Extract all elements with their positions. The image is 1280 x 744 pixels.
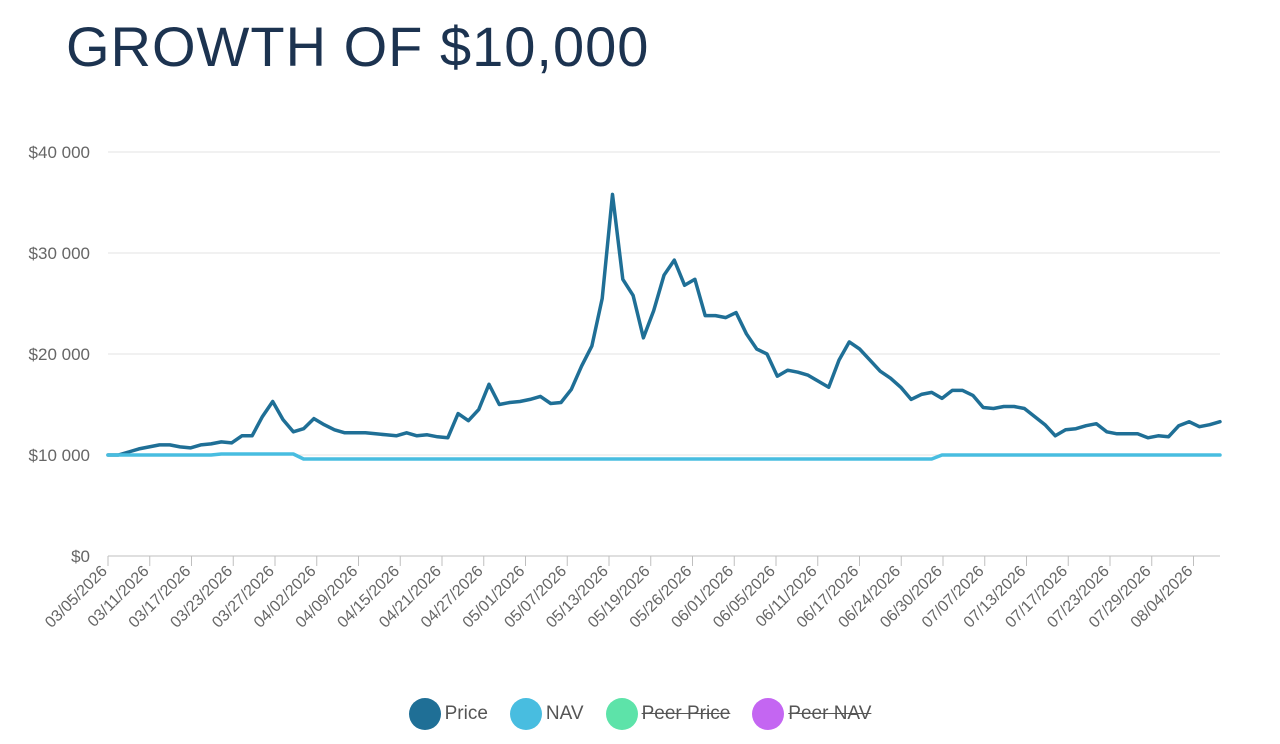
legend-item-price[interactable]: Price [408,698,488,730]
chart-legend: Price NAV Peer Price Peer NAV [0,696,1280,732]
legend-label-peer-nav: Peer NAV [788,703,872,724]
legend-swatch-nav [509,698,542,730]
legend-swatch-peer-price [605,698,638,730]
chart-title: GROWTH OF $10,000 [66,15,650,78]
legend-label-peer-price: Peer Price [641,703,731,724]
legend-swatch-peer-nav [752,698,785,730]
legend-swatch-price [408,698,441,730]
y-tick-label: $20 000 [29,345,90,364]
y-tick-label: $10 000 [29,446,90,465]
y-tick-label: $0 [71,547,90,566]
series-line-nav [106,452,1222,461]
legend-label-nav: NAV [545,703,584,724]
legend-item-nav[interactable]: NAV [509,698,584,730]
legend-item-peer-nav[interactable]: Peer NAV [752,698,871,730]
legend-item-peer-price[interactable]: Peer Price [605,698,731,730]
growth-chart: $0$10 000$20 000$30 000$40 00003/05/2026… [29,143,1222,631]
legend-label-price: Price [444,703,488,724]
y-tick-label: $30 000 [29,244,90,263]
series-line-price [106,192,1222,457]
y-tick-label: $40 000 [29,143,90,162]
